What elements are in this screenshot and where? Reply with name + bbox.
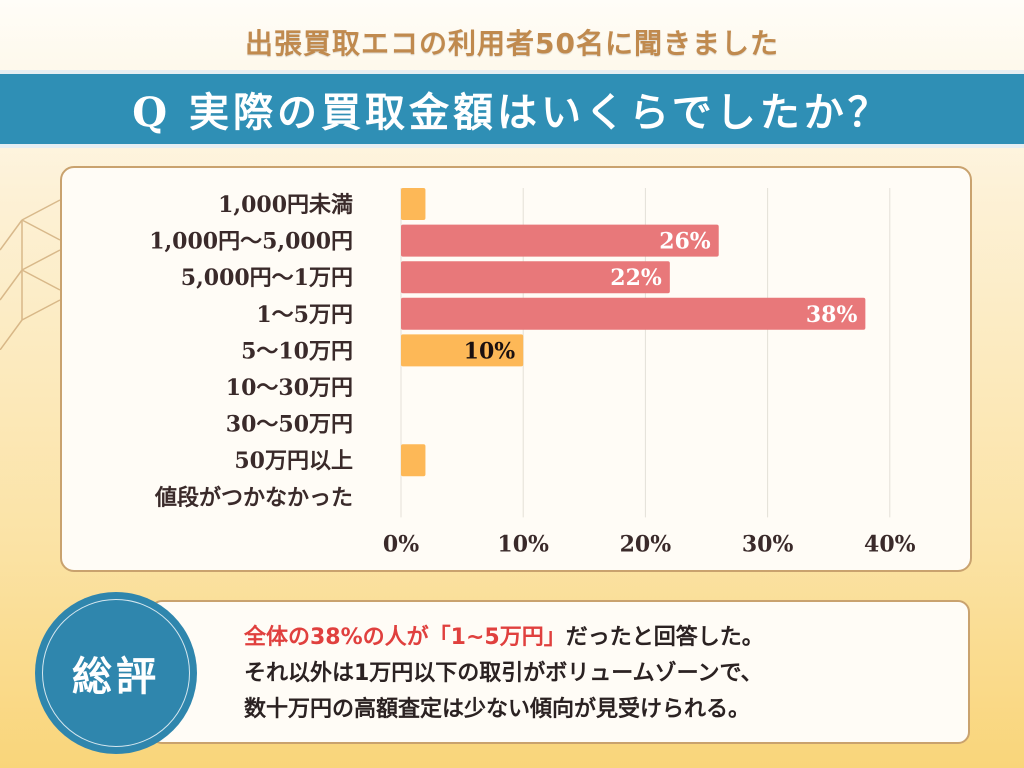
- bar: [401, 261, 670, 294]
- bar: [401, 334, 524, 367]
- data-label: 22%: [610, 265, 662, 291]
- x-tick-label: 0%: [383, 531, 419, 557]
- decorative-pattern-left: [0, 199, 61, 350]
- category-label: 5〜10万円: [241, 338, 353, 364]
- bar: [401, 297, 866, 330]
- summary-highlight: 全体の38%の人が「1~5万円」: [244, 625, 566, 650]
- summary-line-2: それ以外は1万円以下の取引がボリュームゾーンで、: [244, 661, 763, 686]
- category-label: 1〜5万円: [256, 302, 353, 328]
- summary-badge-label: 総評: [72, 653, 160, 700]
- summary-line-3: 数十万円の高額査定は少ない傾向が見受けられる。: [244, 697, 751, 722]
- bar: [401, 444, 426, 477]
- bar: [401, 188, 426, 220]
- category-label: 1,000円〜5,000円: [149, 229, 353, 255]
- data-label: 10%: [464, 338, 516, 364]
- bar-chart: 0% 10% 20% 30% 40% 1,000円未満 1,000円〜5,000円 26% 5,…: [149, 188, 916, 557]
- x-tick-label: 40%: [864, 531, 916, 557]
- category-label: 10〜30万円: [226, 375, 353, 401]
- summary-text: 全体の38%の人が「1~5万円」だったと回答した。 それ以外は1万円以下の取引が…: [244, 620, 764, 728]
- data-label: 26%: [659, 229, 711, 255]
- bar: [401, 224, 719, 257]
- survey-subtitle: 出張買取エコの利用者50名に聞きました: [245, 27, 779, 60]
- category-label: 30〜50万円: [226, 412, 353, 438]
- x-tick-label: 30%: [742, 531, 794, 557]
- category-label: 1,000円未満: [218, 192, 353, 218]
- data-label: 38%: [806, 302, 858, 328]
- category-label: 5,000円〜1万円: [181, 265, 353, 291]
- summary-card: 全体の38%の人が「1~5万円」だったと回答した。 それ以外は1万円以下の取引が…: [150, 600, 970, 744]
- chart-card: 0% 10% 20% 30% 40% 1,000円未満 1,000円〜5,000円 26% 5,…: [60, 166, 972, 572]
- summary-line-1: 全体の38%の人が「1~5万円」だったと回答した。: [244, 620, 764, 656]
- x-tick-label: 20%: [620, 531, 672, 557]
- summary-badge: 総評: [35, 592, 197, 754]
- summary-line-1-rest: だったと回答した。: [565, 625, 764, 650]
- category-label: 50万円以上: [234, 448, 353, 474]
- x-tick-label: 10%: [497, 531, 549, 557]
- question-banner: Q 実際の買取金額はいくらでしたか？: [0, 70, 1024, 148]
- question-title: Q 実際の買取金額はいくらでしたか？: [132, 89, 892, 136]
- category-label: 値段がつかなかった: [154, 485, 353, 511]
